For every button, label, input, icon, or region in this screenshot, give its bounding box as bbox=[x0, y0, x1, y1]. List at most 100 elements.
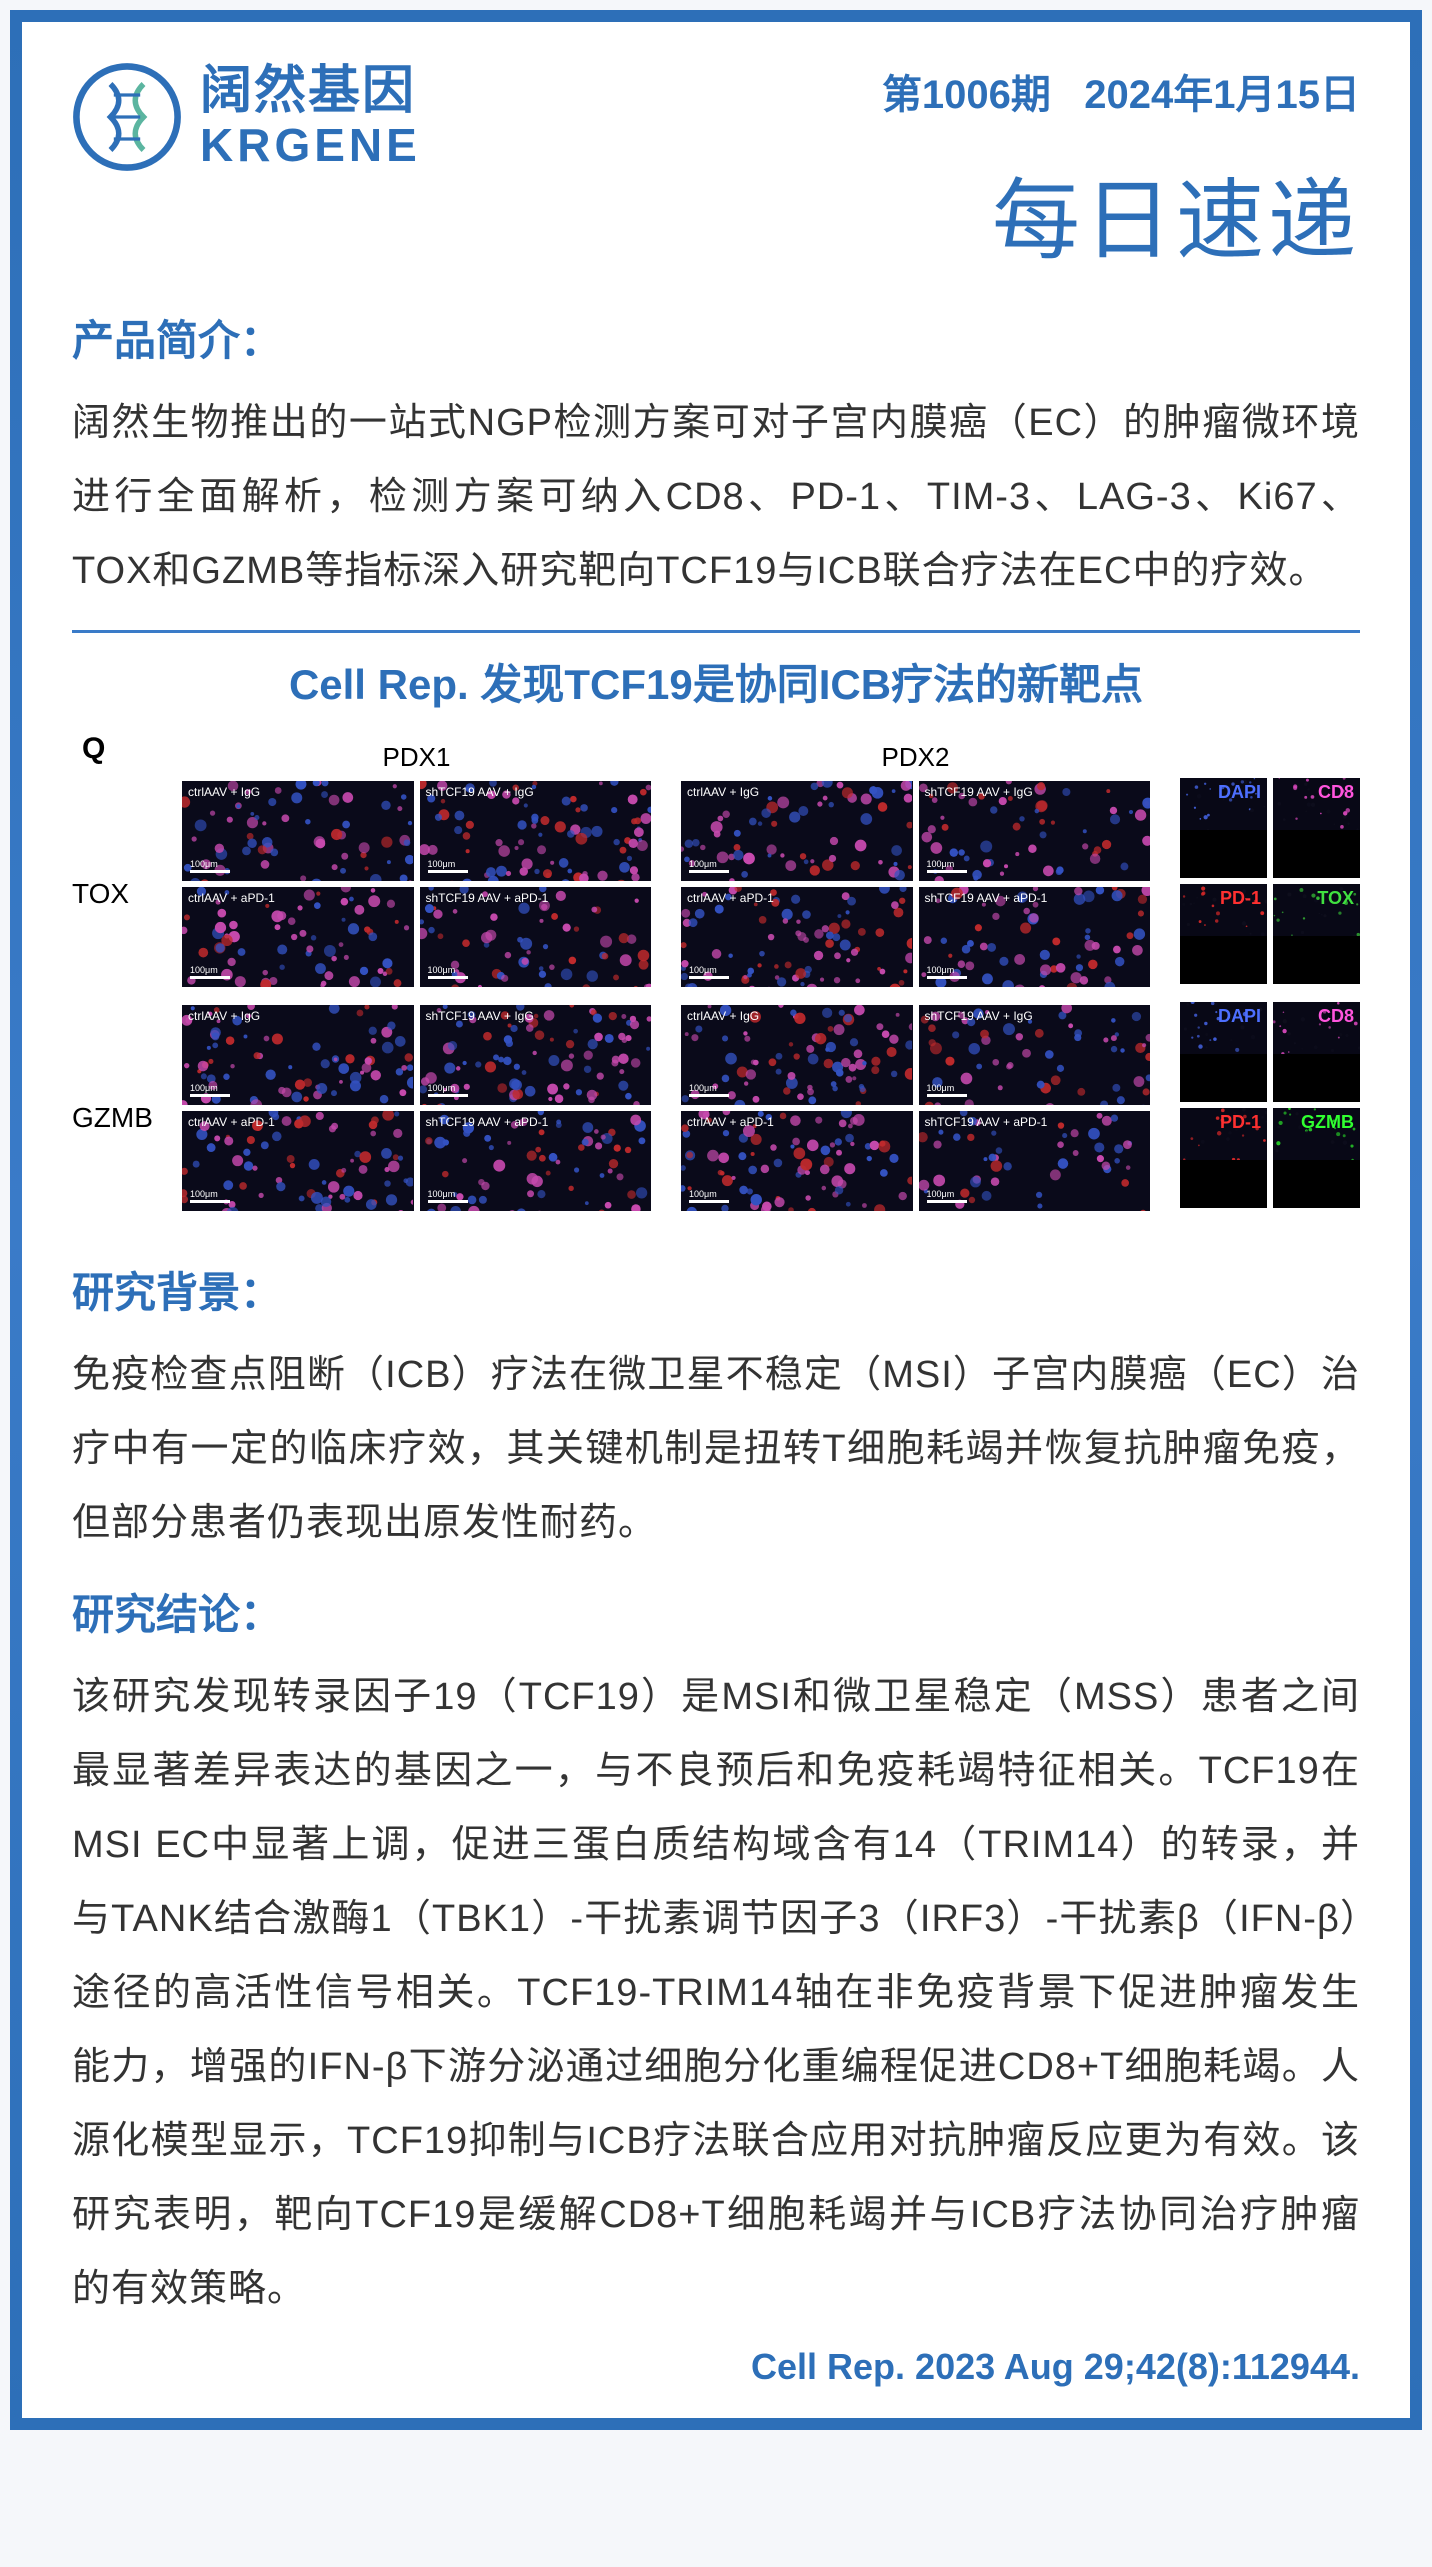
logo-en: KRGENE bbox=[200, 120, 421, 171]
marker-label: CD8 bbox=[1318, 1006, 1354, 1027]
pdx2-header: PDX2 bbox=[681, 742, 1150, 773]
pdx1-header: PDX1 bbox=[182, 742, 651, 773]
microscopy-image: ctrlAAV + aPD-1 100μm bbox=[681, 887, 913, 987]
marker-group: DAPI CD8 PD-1 GZMB bbox=[1180, 1002, 1360, 1208]
microscopy-image: ctrlAAV + IgG 100μm bbox=[182, 781, 414, 881]
background-title: 研究背景： bbox=[72, 1259, 1360, 1320]
marker-cell-dapi: DAPI bbox=[1180, 778, 1267, 878]
pdx2-block: PDX2 ctrlAAV + IgG 100μm shTCF19 AAV + I… bbox=[681, 742, 1150, 1229]
scale-text: 100μm bbox=[428, 965, 456, 975]
microscopy-image: shTCF19 AAV + IgG 100μm bbox=[420, 1005, 652, 1105]
marker-label: GZMB bbox=[1301, 1112, 1354, 1133]
microscopy-image: ctrlAAV + IgG 100μm bbox=[182, 1005, 414, 1105]
marker-cell-pd-1: PD-1 bbox=[1180, 1108, 1267, 1208]
condition-label: shTCF19 AAV + aPD-1 bbox=[426, 1115, 549, 1129]
panel-row-group: ctrlAAV + IgG 100μm shTCF19 AAV + IgG 10… bbox=[681, 1005, 1150, 1211]
scale-text: 100μm bbox=[927, 1083, 955, 1093]
microscopy-image: shTCF19 AAV + aPD-1 100μm bbox=[420, 887, 652, 987]
issue-number: 第1006期 bbox=[882, 73, 1051, 117]
microscopy-image: ctrlAAV + aPD-1 100μm bbox=[182, 887, 414, 987]
panel-row: ctrlAAV + aPD-1 100μm shTCF19 AAV + aPD-… bbox=[182, 887, 651, 987]
scale-text: 100μm bbox=[428, 859, 456, 869]
condition-label: ctrlAAV + IgG bbox=[687, 785, 759, 799]
microscopy-image: ctrlAAV + IgG 100μm bbox=[681, 1005, 913, 1105]
condition-label: ctrlAAV + IgG bbox=[188, 1009, 260, 1023]
condition-label: shTCF19 AAV + IgG bbox=[925, 1009, 1033, 1023]
condition-label: shTCF19 AAV + IgG bbox=[426, 785, 534, 799]
condition-label: ctrlAAV + IgG bbox=[188, 785, 260, 799]
scale-bar bbox=[190, 976, 230, 979]
header: 阔然基因 KRGENE 第1006期 2024年1月15日 每日速递 bbox=[72, 62, 1360, 277]
scale-bar bbox=[689, 1200, 729, 1203]
panel-row-group: ctrlAAV + IgG 100μm shTCF19 AAV + IgG 10… bbox=[182, 1005, 651, 1211]
microscopy-image: shTCF19 AAV + IgG 100μm bbox=[919, 781, 1151, 881]
scale-bar bbox=[689, 976, 729, 979]
daily-title: 每日速递 bbox=[882, 150, 1360, 277]
scale-bar bbox=[927, 1200, 967, 1203]
citation: Cell Rep. 2023 Aug 29;42(8):112944. bbox=[72, 2346, 1360, 2388]
marker-label: TOX bbox=[1317, 888, 1354, 909]
scale-text: 100μm bbox=[689, 965, 717, 975]
scale-bar bbox=[689, 870, 729, 873]
microscopy-image: ctrlAAV + aPD-1 100μm bbox=[681, 1111, 913, 1211]
marker-column: DAPI CD8 PD-1 TOX DAPI CD8 PD-1 bbox=[1180, 742, 1360, 1229]
issue-line: 第1006期 2024年1月15日 bbox=[882, 62, 1360, 120]
scale-bar bbox=[190, 870, 230, 873]
microscopy-image: ctrlAAV + aPD-1 100μm bbox=[182, 1111, 414, 1211]
scale-text: 100μm bbox=[927, 965, 955, 975]
scale-text: 100μm bbox=[689, 1083, 717, 1093]
scale-bar bbox=[428, 1094, 468, 1097]
background-body: 免疫检查点阻断（ICB）疗法在微卫星不稳定（MSI）子宫内膜癌（EC）治疗中有一… bbox=[72, 1338, 1360, 1560]
marker-cell-tox: TOX bbox=[1273, 884, 1360, 984]
scale-bar bbox=[190, 1094, 230, 1097]
marker-group: DAPI CD8 PD-1 TOX bbox=[1180, 778, 1360, 984]
condition-label: shTCF19 AAV + aPD-1 bbox=[925, 1115, 1048, 1129]
panel-row: ctrlAAV + aPD-1 100μm shTCF19 AAV + aPD-… bbox=[182, 1111, 651, 1211]
panel-row: ctrlAAV + IgG 100μm shTCF19 AAV + IgG 10… bbox=[182, 781, 651, 881]
scale-text: 100μm bbox=[689, 859, 717, 869]
condition-label: ctrlAAV + aPD-1 bbox=[687, 1115, 774, 1129]
panel-row: ctrlAAV + IgG 100μm shTCF19 AAV + IgG 10… bbox=[681, 1005, 1150, 1105]
scale-text: 100μm bbox=[428, 1083, 456, 1093]
product-title: 产品简介： bbox=[72, 307, 1360, 368]
scale-text: 100μm bbox=[190, 859, 218, 869]
marker-label: PD-1 bbox=[1220, 888, 1261, 909]
issue-date: 2024年1月15日 bbox=[1084, 73, 1360, 117]
scale-text: 100μm bbox=[190, 965, 218, 975]
microscopy-image: shTCF19 AAV + aPD-1 100μm bbox=[420, 1111, 652, 1211]
condition-label: ctrlAAV + IgG bbox=[687, 1009, 759, 1023]
microscopy-image: shTCF19 AAV + IgG 100μm bbox=[919, 1005, 1151, 1105]
panel-row: ctrlAAV + IgG 100μm shTCF19 AAV + IgG 10… bbox=[681, 781, 1150, 881]
scale-bar bbox=[428, 976, 468, 979]
microscopy-image: shTCF19 AAV + IgG 100μm bbox=[420, 781, 652, 881]
condition-label: shTCF19 AAV + IgG bbox=[925, 785, 1033, 799]
marker-label: DAPI bbox=[1218, 1006, 1261, 1027]
logo-block: 阔然基因 KRGENE bbox=[72, 62, 421, 172]
scale-text: 100μm bbox=[428, 1189, 456, 1199]
marker-cell-cd8: CD8 bbox=[1273, 1002, 1360, 1102]
panel-row-group: ctrlAAV + IgG 100μm shTCF19 AAV + IgG 10… bbox=[182, 781, 651, 987]
pdx-columns: PDX1 ctrlAAV + IgG 100μm shTCF19 AAV + I… bbox=[182, 742, 1360, 1229]
row-label-gzmb: GZMB bbox=[72, 1008, 162, 1228]
scale-bar bbox=[927, 870, 967, 873]
panel-row-group: ctrlAAV + IgG 100μm shTCF19 AAV + IgG 10… bbox=[681, 781, 1150, 987]
marker-cell-gzmb: GZMB bbox=[1273, 1108, 1360, 1208]
marker-label: DAPI bbox=[1218, 782, 1261, 803]
condition-label: shTCF19 AAV + IgG bbox=[426, 1009, 534, 1023]
page-container: 阔然基因 KRGENE 第1006期 2024年1月15日 每日速递 产品简介：… bbox=[10, 10, 1422, 2430]
conclusion-body: 该研究发现转录因子19（TCF19）是MSI和微卫星稳定（MSS）患者之间最显著… bbox=[72, 1660, 1360, 2327]
scale-text: 100μm bbox=[689, 1189, 717, 1199]
issue-block: 第1006期 2024年1月15日 每日速递 bbox=[882, 62, 1360, 277]
condition-label: shTCF19 AAV + aPD-1 bbox=[426, 891, 549, 905]
pdx1-block: PDX1 ctrlAAV + IgG 100μm shTCF19 AAV + I… bbox=[182, 742, 651, 1229]
product-body: 阔然生物推出的一站式NGP检测方案可对子宫内膜癌（EC）的肿瘤微环境进行全面解析… bbox=[72, 386, 1360, 608]
condition-label: shTCF19 AAV + aPD-1 bbox=[925, 891, 1048, 905]
row-labels: TOX GZMB bbox=[72, 742, 162, 1229]
microscopy-image: shTCF19 AAV + aPD-1 100μm bbox=[919, 1111, 1151, 1211]
figure-panel: Q TOX GZMB PDX1 ctrlAAV + IgG 100μm bbox=[72, 732, 1360, 1239]
row-label-tox: TOX bbox=[72, 784, 162, 1004]
marker-cell-dapi: DAPI bbox=[1180, 1002, 1267, 1102]
marker-label: CD8 bbox=[1318, 782, 1354, 803]
figure-grid: TOX GZMB PDX1 ctrlAAV + IgG 100μm shTCF1… bbox=[72, 742, 1360, 1229]
scale-bar bbox=[689, 1094, 729, 1097]
